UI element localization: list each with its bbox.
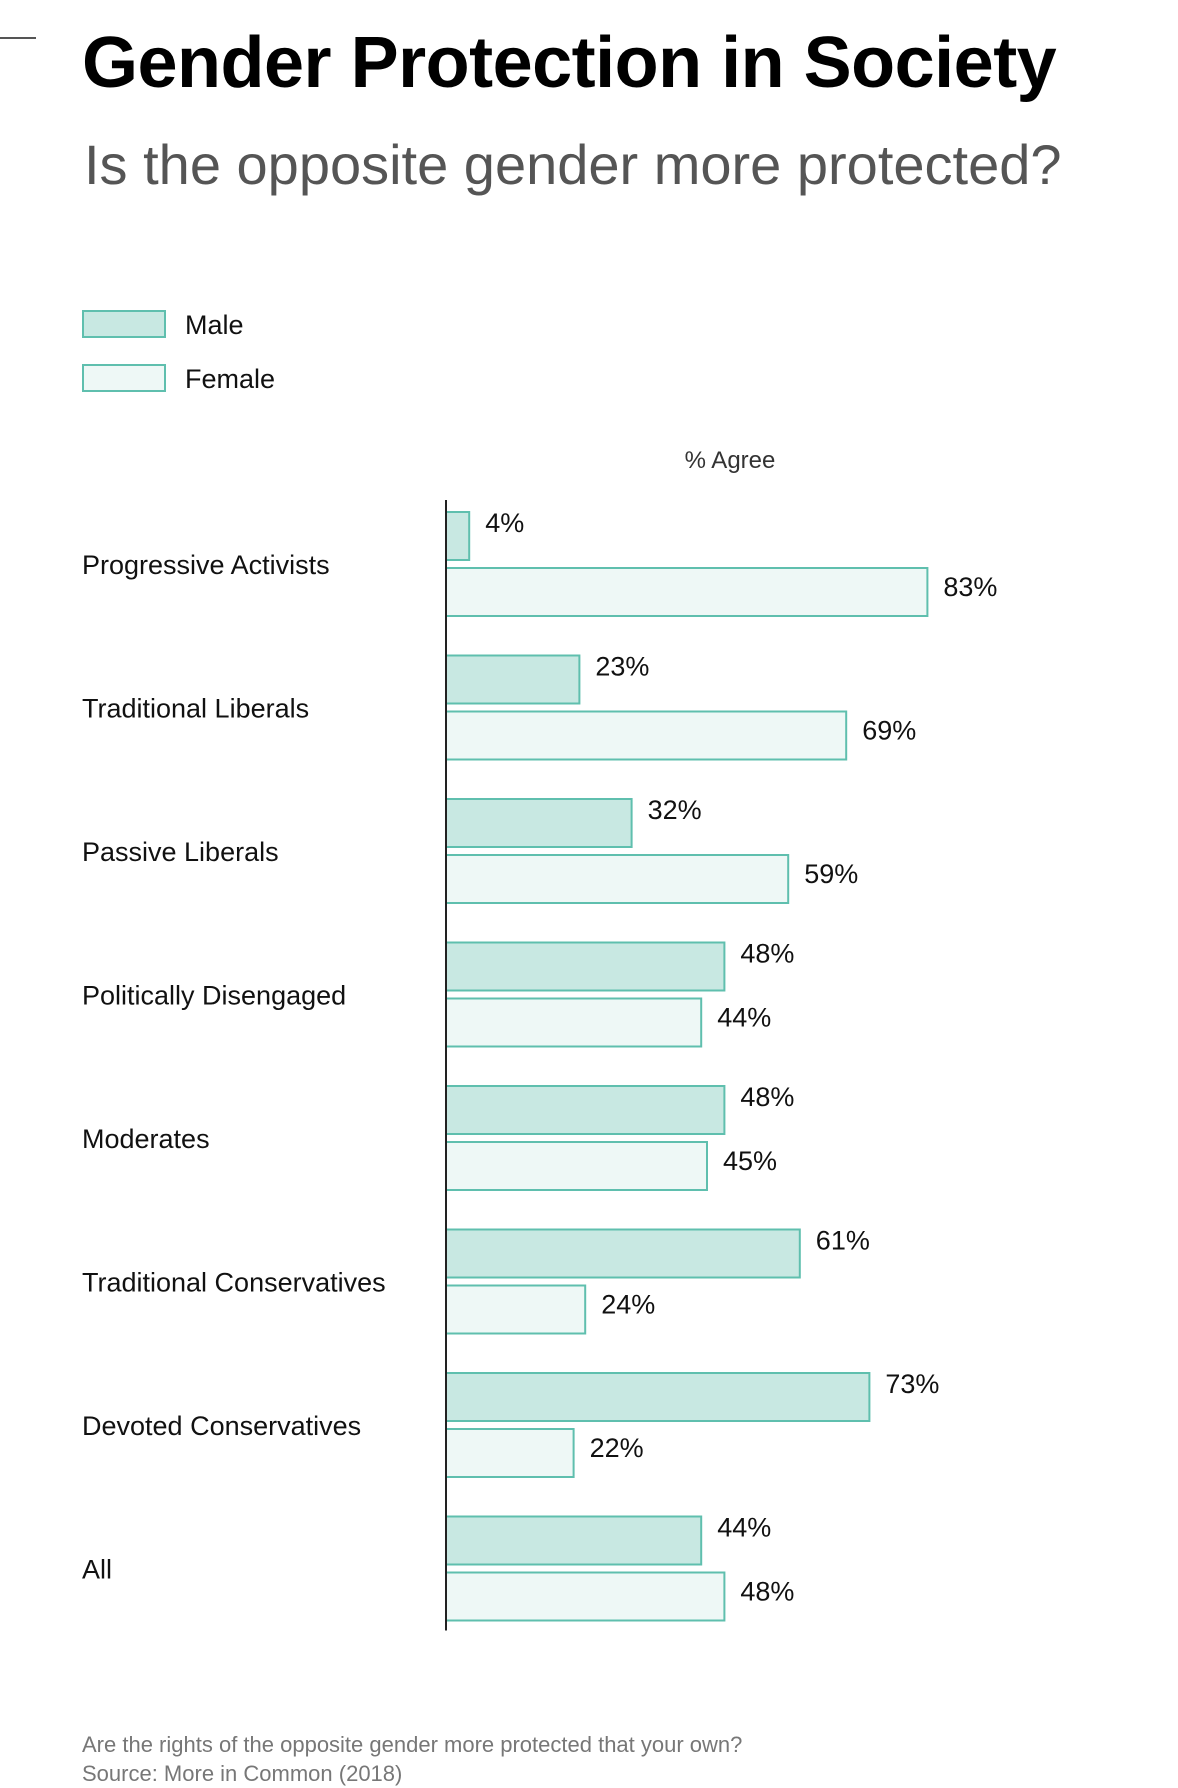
bar-female — [445, 997, 703, 1048]
chart-title: Gender Protection in Society — [82, 23, 1057, 103]
footnote-question: Are the rights of the opposite gender mo… — [82, 1732, 743, 1757]
data-label-female: 83% — [943, 572, 997, 602]
category-label: Traditional Liberals — [82, 694, 309, 724]
bar-chart: % Agree Progressive Activists 4% 83% Traditi… — [82, 447, 997, 1631]
corner-rule — [0, 37, 36, 39]
legend-swatch-female — [82, 364, 166, 392]
chart-subtitle: Is the opposite gender more protected? — [84, 133, 1062, 196]
data-label-female: 44% — [717, 1003, 771, 1033]
category-label: Devoted Conservatives — [82, 1411, 361, 1441]
footnote: Are the rights of the opposite gender mo… — [82, 1730, 742, 1788]
bar-male — [445, 1372, 871, 1422]
data-label-female: 22% — [590, 1433, 644, 1463]
legend-label-male: Male — [185, 310, 244, 340]
bar-female — [445, 1428, 575, 1478]
data-label-female: 24% — [601, 1290, 655, 1320]
bar-male — [445, 1515, 703, 1566]
data-label-female: 59% — [804, 859, 858, 889]
category-label: All — [82, 1555, 112, 1585]
bar-male — [445, 654, 581, 705]
data-label-male: 4% — [485, 508, 524, 538]
category-label: Moderates — [82, 1124, 210, 1154]
bar-female — [445, 1571, 726, 1622]
bar-female — [445, 1284, 587, 1335]
bar-male — [445, 798, 633, 848]
data-label-male: 32% — [648, 795, 702, 825]
data-label-male: 23% — [595, 652, 649, 682]
category-label: Politically Disengaged — [82, 981, 346, 1011]
bar-male — [445, 511, 471, 561]
legend-swatch-male — [82, 310, 166, 338]
data-label-male: 44% — [717, 1513, 771, 1543]
category-label: Passive Liberals — [82, 837, 279, 867]
category-label: Traditional Conservatives — [82, 1268, 386, 1298]
data-label-male: 73% — [885, 1369, 939, 1399]
data-label-female: 45% — [723, 1146, 777, 1176]
data-label-male: 61% — [816, 1226, 870, 1256]
data-label-male: 48% — [740, 939, 794, 969]
bar-male — [445, 1085, 726, 1135]
data-label-male: 48% — [740, 1082, 794, 1112]
bar-female — [445, 710, 848, 761]
bar-female — [445, 854, 790, 904]
data-label-female: 69% — [862, 716, 916, 746]
category-label: Progressive Activists — [82, 550, 330, 580]
legend-label-female: Female — [185, 364, 276, 394]
x-axis-title: % Agree — [685, 447, 776, 474]
bar-male — [445, 1228, 801, 1279]
bar-male — [445, 941, 726, 992]
data-label-female: 48% — [740, 1577, 794, 1607]
bar-female — [445, 567, 929, 617]
footnote-source: Source: More in Common (2018) — [82, 1761, 403, 1786]
bar-female — [445, 1141, 708, 1191]
